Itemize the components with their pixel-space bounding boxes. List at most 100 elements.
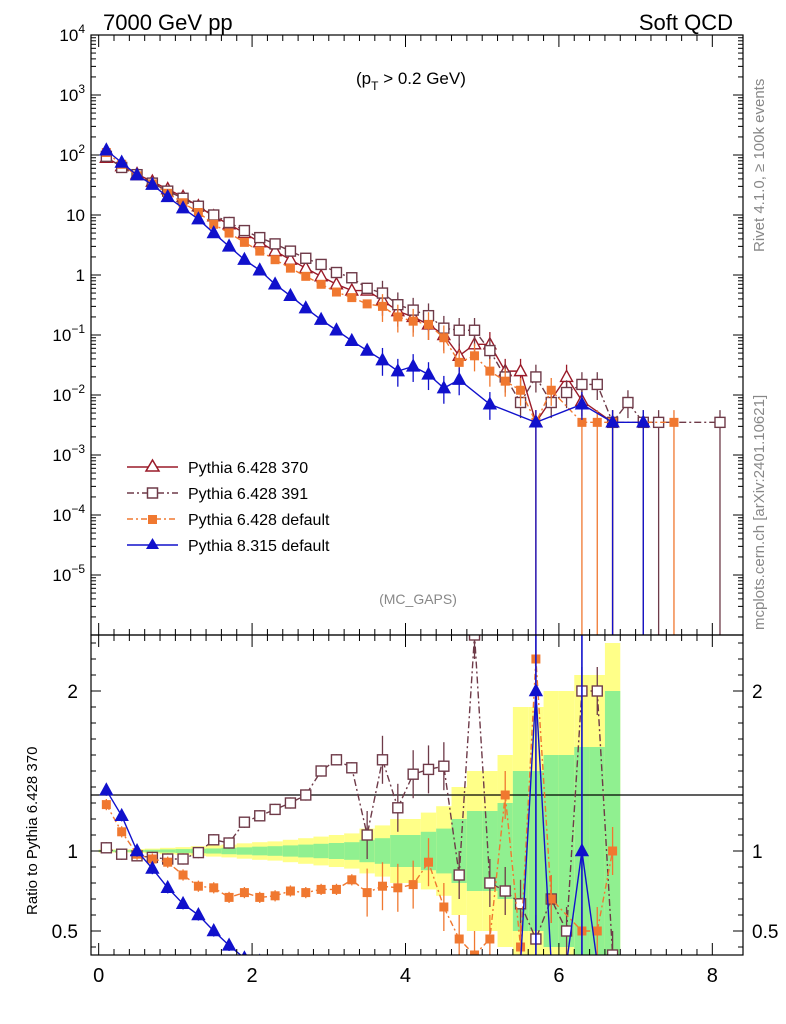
- band-inner: [221, 847, 237, 855]
- ratio-point: [191, 907, 206, 921]
- ratio-point: [285, 886, 295, 896]
- ratio-series-2: [99, 782, 281, 969]
- ratio-point: [392, 802, 404, 814]
- data-point: [270, 255, 280, 265]
- data-point: [453, 324, 465, 336]
- data-point: [546, 385, 556, 395]
- data-point: [393, 312, 403, 322]
- ratio-point: [592, 926, 602, 936]
- data-point: [452, 371, 467, 385]
- ratio-point: [238, 816, 251, 828]
- ratio-point: [270, 891, 280, 901]
- data-point: [209, 219, 219, 229]
- data-point: [362, 299, 372, 309]
- ratio-point: [255, 892, 265, 902]
- band-inner: [282, 845, 299, 857]
- band-inner: [267, 846, 283, 856]
- ratio-line-0: [106, 635, 614, 955]
- ratio-point: [546, 894, 556, 904]
- data-point: [285, 263, 295, 273]
- data-point: [405, 358, 421, 372]
- legend-entry-p6-391: Pythia 6.428 391: [127, 486, 308, 503]
- band-inner: [344, 842, 360, 860]
- ratio-point: [331, 884, 341, 894]
- band-inner: [436, 828, 452, 874]
- data-point: [577, 417, 587, 427]
- main-ytick-label: 104: [59, 22, 85, 45]
- ratio-point: [393, 883, 403, 893]
- band-inner: [160, 849, 176, 853]
- data-point: [424, 319, 434, 329]
- ratio-point: [254, 810, 266, 822]
- band-inner: [466, 811, 483, 891]
- main-ytick-label: 10−4: [52, 502, 85, 525]
- ratio-point: [439, 902, 449, 912]
- data-point: [255, 246, 265, 256]
- data-point: [439, 333, 449, 343]
- data-point: [313, 311, 329, 325]
- band-inner: [298, 844, 314, 858]
- ratio-blue-spikes: [520, 635, 597, 955]
- data-point: [482, 396, 498, 410]
- ratio-point: [269, 958, 281, 969]
- main-series: [99, 142, 726, 635]
- data-point: [129, 167, 145, 181]
- data-point: [377, 301, 387, 311]
- data-point: [591, 378, 603, 391]
- ratio-point: [177, 853, 189, 865]
- data-point: [516, 385, 526, 395]
- data-point: [421, 366, 436, 380]
- ratio-point: [239, 888, 249, 898]
- ratio-point: [361, 829, 373, 841]
- ratio-point: [454, 934, 464, 944]
- ratio-point: [114, 807, 129, 821]
- data-point: [560, 386, 573, 399]
- band-inner: [558, 755, 575, 947]
- ratio-point: [330, 754, 343, 766]
- data-point: [528, 414, 544, 428]
- data-point: [239, 237, 249, 247]
- data-point: [99, 142, 114, 156]
- data-point: [513, 363, 528, 377]
- ratio-ytick-label-left: 2: [67, 682, 78, 703]
- ratio-point: [117, 827, 127, 837]
- legend-entry-p6-370: Pythia 6.428 370: [127, 458, 308, 477]
- band-inner: [252, 846, 268, 856]
- ratio-point: [468, 635, 481, 641]
- ratio-point: [178, 870, 188, 880]
- series-3: [99, 142, 651, 635]
- band-inner: [144, 849, 161, 853]
- legend-marker-p6-391: [146, 487, 159, 499]
- data-point: [408, 316, 418, 326]
- title-left: 7000 GeV pp: [103, 10, 233, 35]
- ratio-point: [100, 842, 113, 854]
- data-point: [300, 252, 312, 264]
- ratio-point: [408, 880, 418, 890]
- legend-marker-p6-370: [144, 458, 161, 472]
- ratio-point: [316, 884, 326, 894]
- ratio-point: [376, 754, 389, 766]
- band-inner: [313, 843, 329, 859]
- data-point: [361, 282, 373, 295]
- main-ytick-label: 102: [59, 142, 85, 165]
- series-1: [100, 150, 726, 635]
- data-point: [313, 268, 329, 282]
- ratio-point: [223, 837, 235, 849]
- ratio-ytick-label-right: 2: [752, 682, 763, 703]
- data-point: [315, 258, 327, 271]
- ratio-point: [224, 892, 234, 902]
- xtick-label: 6: [553, 965, 564, 987]
- band-inner: [405, 835, 421, 867]
- legend-marker-p8-default: [146, 538, 159, 549]
- legend-label-p6-default: Pythia 6.428 default: [188, 512, 330, 529]
- data-point: [485, 366, 495, 376]
- ratio-point: [347, 875, 357, 885]
- data-point: [298, 300, 313, 314]
- data-point: [669, 417, 679, 427]
- title-right: Soft QCD: [639, 10, 733, 35]
- data-point: [714, 416, 726, 429]
- ratio-point: [485, 934, 495, 944]
- data-point: [283, 287, 298, 302]
- data-point: [500, 376, 510, 386]
- ratio-ytick-label-right: 1: [752, 842, 763, 863]
